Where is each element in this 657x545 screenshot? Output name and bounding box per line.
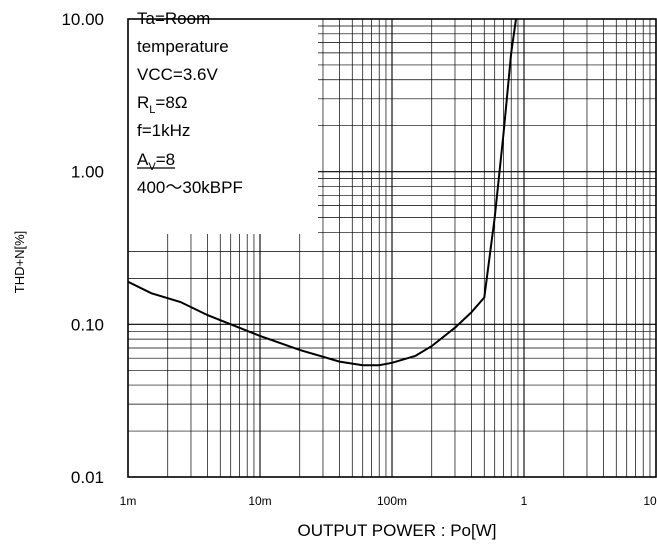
x-tick-label: 10m (248, 494, 271, 508)
x-tick-label: 10 (643, 494, 657, 508)
plot-frame (127, 18, 657, 478)
condition-line: f=1kHz (137, 121, 190, 140)
conditions-box: Ta=Room temperature VCC=3.6V RL=8Ω f=1kHz AV=… (137, 9, 243, 197)
conditions-box-background (128, 12, 318, 234)
x-tick-labels: 1m 10m 100m 1 10 (120, 494, 657, 508)
condition-line: 400〜30kBPF (137, 178, 243, 197)
y-tick-label: 0.01 (71, 468, 104, 487)
data-series (128, 19, 518, 367)
y-axis-label: THD+N[%] (12, 231, 27, 293)
condition-line: VCC=3.6V (137, 65, 218, 84)
x-tick-label: 1m (120, 494, 137, 508)
y-tick-label: 10.00 (61, 10, 104, 29)
condition-line: AV=8 (137, 150, 175, 173)
thd-curve (128, 19, 518, 367)
condition-line: temperature (137, 37, 229, 56)
y-tick-label: 1.00 (71, 163, 104, 182)
x-axis-label: OUTPUT POWER : Po[W] (298, 521, 497, 540)
x-tick-label: 100m (377, 494, 407, 508)
y-tick-label: 0.10 (71, 315, 104, 334)
x-tick-label: 1 (521, 494, 528, 508)
condition-line: RL=8Ω (137, 93, 188, 116)
y-tick-labels: 10.00 1.00 0.10 0.01 (61, 10, 104, 487)
condition-line: Ta=Room (137, 9, 210, 28)
